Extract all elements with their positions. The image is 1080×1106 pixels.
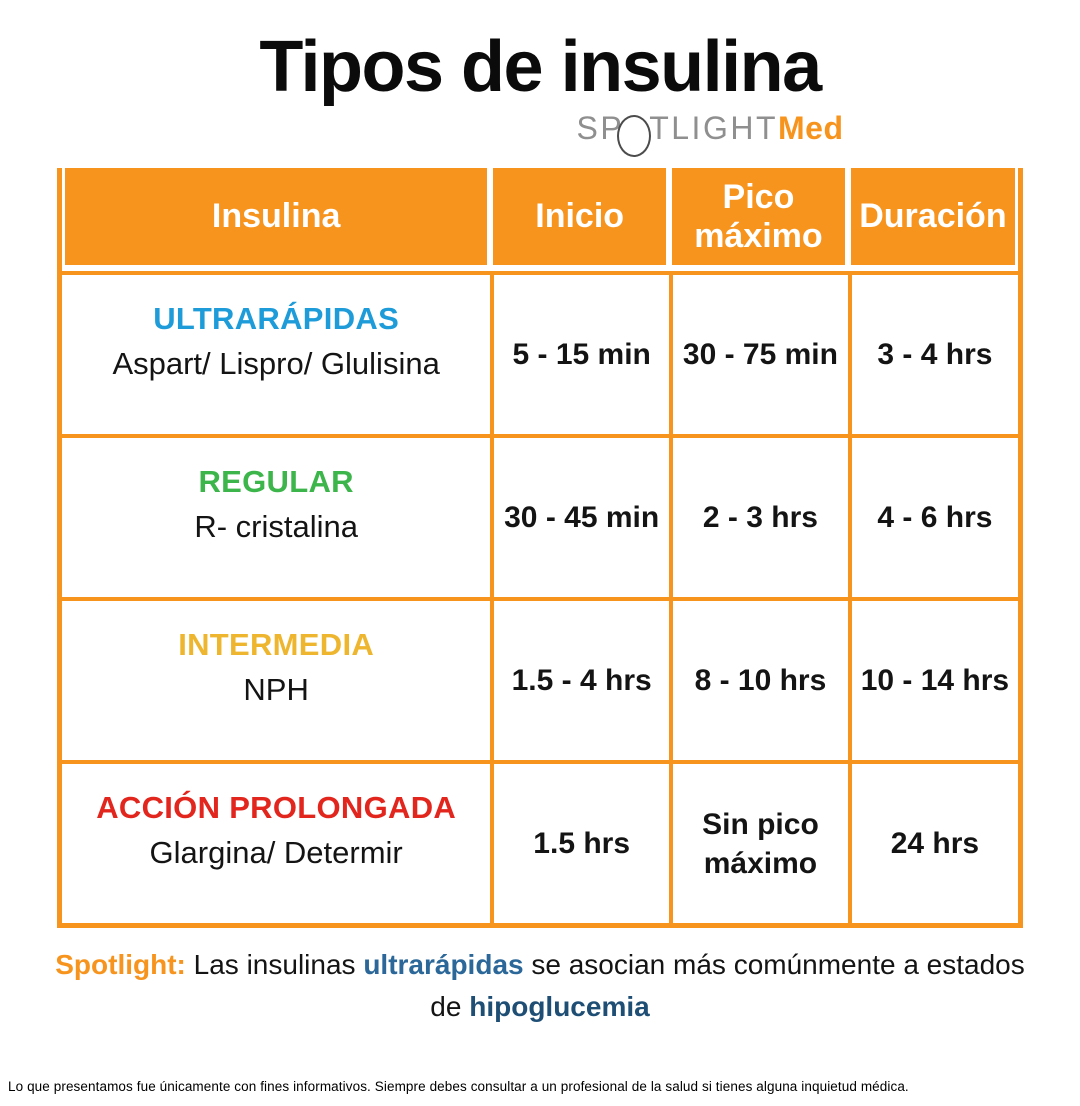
pico-maximo-value-cell: 30 - 75 min: [669, 275, 848, 434]
duracion-value: 3 - 4 hrs: [877, 338, 993, 371]
insulin-type-drugs: NPH: [243, 672, 309, 708]
spotlight-note: Spotlight: Las insulinas ultrarápidas se…: [50, 944, 1030, 1028]
pico-maximo-value-cell: 2 - 3 hrs: [669, 438, 848, 597]
header-cell-label: Inicio: [493, 168, 667, 265]
pico-maximo-value: 8 - 10 hrs: [694, 664, 827, 697]
pico-maximo-value-cell: 8 - 10 hrs: [669, 601, 848, 760]
spotlight-text: Las insulinas ultrarápidas se asocian má…: [186, 949, 1025, 1022]
table-body: ULTRARÁPIDAS Aspart/ Lispro/ Glulisina 5 -…: [62, 271, 1018, 923]
table-row: INTERMEDIA NPH 1.5 - 4 hrs 8 - 10 hrs 10 - 1…: [62, 597, 1018, 760]
table-row: REGULAR R- cristalina 30 - 45 min 2 - 3 hrs…: [62, 434, 1018, 597]
spotlight-plain-text: Las insulinas: [185, 949, 364, 980]
inicio-value-cell: 30 - 45 min: [490, 438, 669, 597]
pico-maximo-value-cell: Sin pico máximo: [669, 764, 848, 923]
duracion-value: 4 - 6 hrs: [877, 501, 993, 534]
duracion-value-cell: 24 hrs: [847, 764, 1018, 923]
spotlight-highlight: hipoglucemia: [469, 991, 650, 1022]
header-cell-label: Pico máximo: [672, 168, 845, 265]
insulin-name-cell: REGULAR R- cristalina: [62, 438, 490, 597]
insulin-name-cell: INTERMEDIA NPH: [62, 601, 490, 760]
table-header-row: Insulina Inicio Pico máximo Duración: [62, 168, 1018, 265]
page-title: Tipos de insulina: [259, 27, 822, 107]
spotlight-plain-text: se asocian más comúnmente a estados de: [430, 949, 1025, 1022]
insulin-table: Insulina Inicio Pico máximo Duración ULTRAR…: [57, 168, 1023, 928]
insulin-type-drugs: Glargina/ Determir: [149, 835, 403, 871]
inicio-value-cell: 5 - 15 min: [490, 275, 669, 434]
header-cell-label: Insulina: [65, 168, 488, 265]
inicio-value-cell: 1.5 hrs: [490, 764, 669, 923]
duracion-value-cell: 10 - 14 hrs: [847, 601, 1018, 760]
duracion-value: 10 - 14 hrs: [860, 664, 1010, 697]
spotlight-label: Spotlight:: [55, 949, 186, 980]
inicio-value: 5 - 15 min: [512, 338, 651, 371]
insulin-type-drugs: Aspart/ Lispro/ Glulisina: [112, 346, 440, 382]
pico-maximo-value: Sin pico máximo: [702, 807, 819, 880]
header-cell-1: Insulina: [62, 168, 490, 265]
spotlight-highlight: ultrarápidas: [363, 949, 524, 980]
insulin-name-cell: ULTRARÁPIDAS Aspart/ Lispro/ Glulisina: [62, 275, 490, 434]
insulin-type-drugs: R- cristalina: [194, 509, 358, 545]
insulin-type-name: REGULAR: [198, 463, 354, 499]
inicio-value: 1.5 - 4 hrs: [511, 664, 652, 697]
table-row: ACCIÓN PROLONGADA Glargina/ Determir 1.5 h…: [62, 760, 1018, 923]
insulin-type-name: ACCIÓN PROLONGADA: [96, 789, 457, 825]
inicio-value: 1.5 hrs: [533, 827, 631, 860]
duracion-value-cell: 3 - 4 hrs: [847, 275, 1018, 434]
insulin-type-name: ULTRARÁPIDAS: [153, 300, 400, 336]
logo-text-suffix: TLIGHT: [649, 109, 778, 146]
pico-maximo-value: 2 - 3 hrs: [702, 501, 818, 534]
brand-logo: SP TLIGHT Med: [576, 102, 844, 157]
header-cell-label: Duración: [850, 168, 1015, 265]
disclaimer: Lo que presentamos fue únicamente con fi…: [8, 1079, 909, 1094]
inicio-value: 30 - 45 min: [504, 501, 660, 534]
duracion-value-cell: 4 - 6 hrs: [847, 438, 1018, 597]
table-row: ULTRARÁPIDAS Aspart/ Lispro/ Glulisina 5 -…: [62, 271, 1018, 434]
pico-maximo-value: 30 - 75 min: [682, 338, 838, 371]
header-cell-2: Inicio: [490, 168, 669, 265]
insulin-type-name: INTERMEDIA: [178, 626, 375, 662]
spotlight-circle-icon: [617, 115, 652, 157]
duracion-value: 24 hrs: [890, 827, 980, 860]
logo-text-prefix: SP: [576, 109, 625, 146]
insulin-name-cell: ACCIÓN PROLONGADA Glargina/ Determir: [62, 764, 490, 923]
inicio-value-cell: 1.5 - 4 hrs: [490, 601, 669, 760]
header-cell-4: Duración: [848, 168, 1018, 265]
header-cell-3: Pico máximo: [669, 168, 848, 265]
logo-text-accent: Med: [777, 109, 844, 146]
